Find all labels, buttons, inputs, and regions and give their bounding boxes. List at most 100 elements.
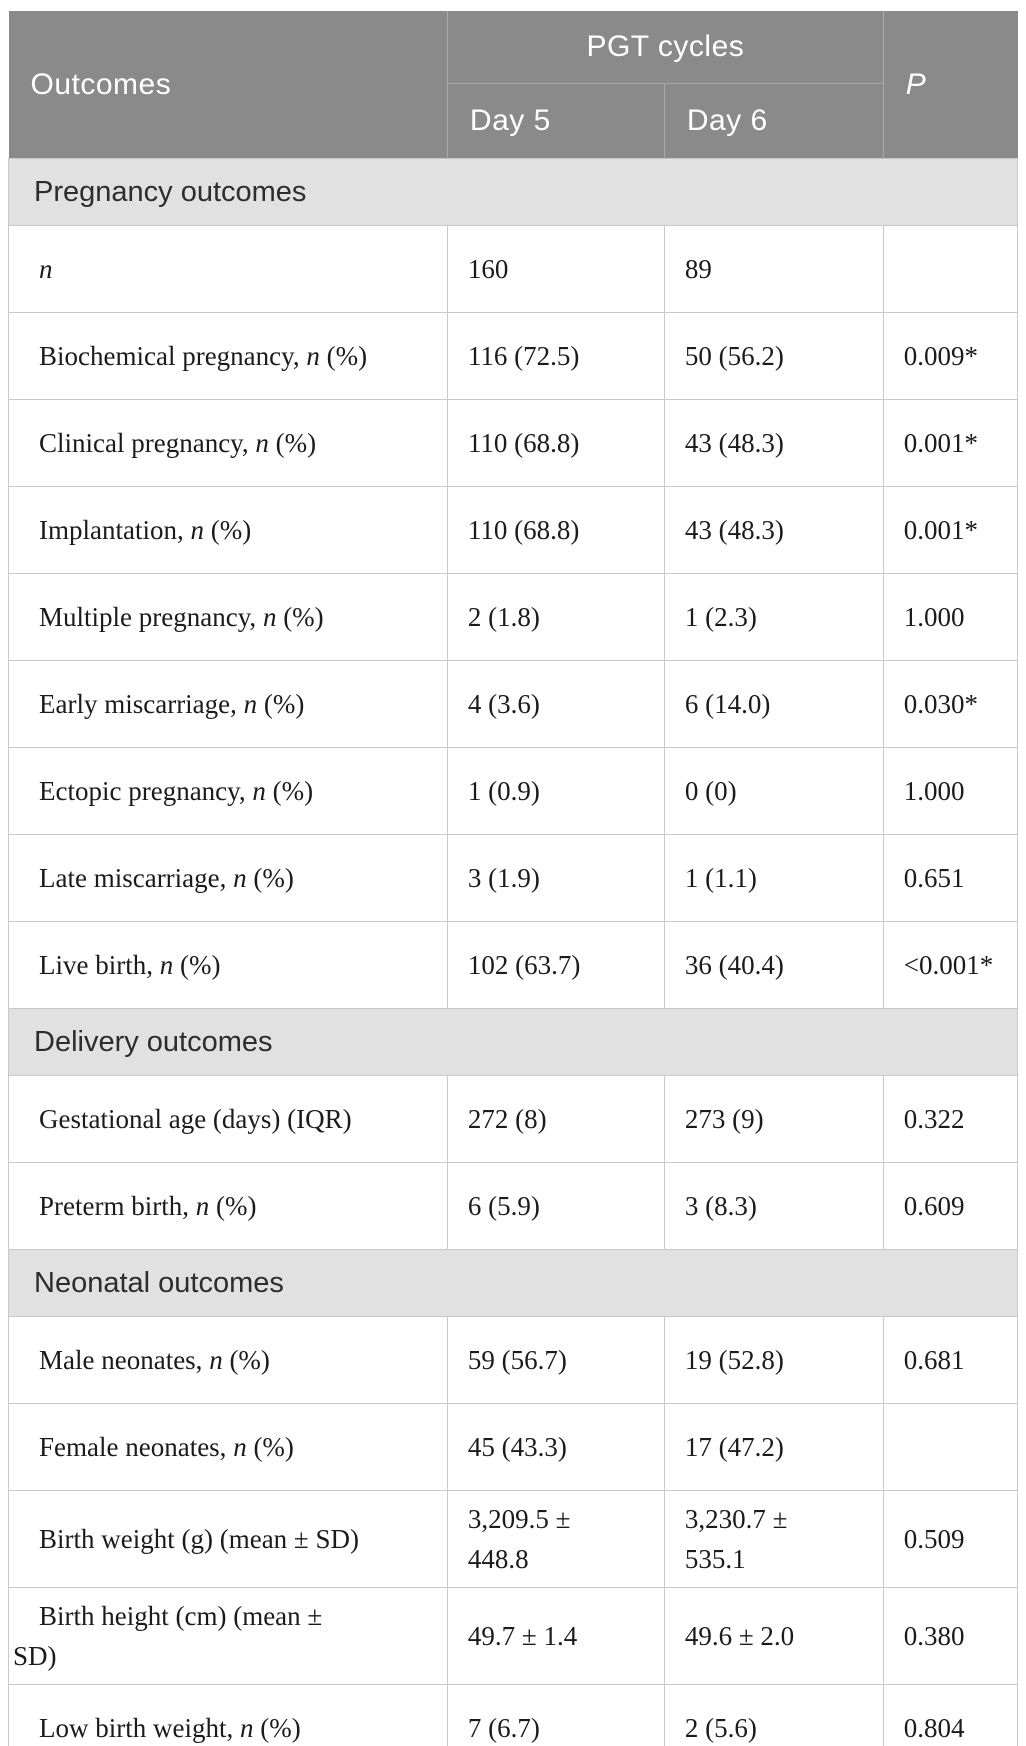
day6-value: 273 (9) xyxy=(663,1075,884,1163)
table-body: Pregnancy outcomes n 160 89 Biochemical preg… xyxy=(8,158,1019,1746)
section-row: Delivery outcomes xyxy=(8,1008,1018,1076)
table-header: Outcomes PGT cycles P Day 5 Day 6 xyxy=(8,11,1018,159)
day6-value: 43 (48.3) xyxy=(663,486,884,574)
row-label: Clinical pregnancy, n (%) xyxy=(8,399,448,487)
text: (%) xyxy=(246,863,294,893)
italic-text: n xyxy=(190,515,204,545)
text: Birth height (cm) (mean ± SD) xyxy=(13,1601,323,1671)
p-value: 0.804 xyxy=(882,1684,1019,1746)
p-value: 0.001* xyxy=(882,399,1019,487)
text: (%) xyxy=(246,1432,294,1462)
p-value: 0.001* xyxy=(882,486,1019,574)
p-value: 0.009* xyxy=(882,312,1019,400)
day5-value: 59 (56.7) xyxy=(446,1316,665,1404)
header-p: P xyxy=(882,11,1018,159)
text: (%) xyxy=(209,1191,257,1221)
table-row: Early miscarriage, n (%) 4 (3.6) 6 (14.0) 0… xyxy=(8,660,1019,748)
day5-value: 110 (68.8) xyxy=(446,399,665,487)
text: (%) xyxy=(276,602,324,632)
section-row: Pregnancy outcomes xyxy=(8,158,1018,226)
day5-value: 2 (1.8) xyxy=(446,573,665,661)
day6-value: 43 (48.3) xyxy=(663,399,884,487)
text: Biochemical pregnancy, xyxy=(39,341,307,371)
p-value: 0.651 xyxy=(882,834,1019,922)
text: Female neonates, xyxy=(39,1432,234,1462)
day5-value: 110 (68.8) xyxy=(446,486,665,574)
italic-text: n xyxy=(252,776,266,806)
p-value: 0.681 xyxy=(882,1316,1019,1404)
day5-value: 102 (63.7) xyxy=(446,921,665,1009)
day6-value: 50 (56.2) xyxy=(663,312,884,400)
text: (%) xyxy=(173,950,221,980)
text: Multiple pregnancy, xyxy=(39,602,263,632)
p-value: 0.322 xyxy=(882,1075,1019,1163)
row-label: Low birth weight, n (%) xyxy=(8,1684,448,1746)
row-label: Live birth, n (%) xyxy=(8,921,448,1009)
p-value: 1.000 xyxy=(882,573,1019,661)
day6-value: 6 (14.0) xyxy=(663,660,884,748)
day5-value: 7 (6.7) xyxy=(446,1684,665,1746)
table-row: Preterm birth, n (%) 6 (5.9) 3 (8.3) 0.609 xyxy=(8,1162,1019,1250)
p-value: 1.000 xyxy=(882,747,1019,835)
text: Early miscarriage, xyxy=(39,689,244,719)
table-row: Live birth, n (%) 102 (63.7) 36 (40.4) <0.0… xyxy=(8,921,1019,1009)
italic-text: n xyxy=(262,602,277,632)
day5-value: 45 (43.3) xyxy=(446,1403,665,1491)
row-label: Birth height (cm) (mean ± SD) xyxy=(8,1587,448,1685)
text: Gestational age (days) (IQR) xyxy=(39,1104,352,1134)
day6-value: 36 (40.4) xyxy=(663,921,884,1009)
row-label: Birth weight (g) (mean ± SD) xyxy=(8,1490,448,1588)
text: (%) xyxy=(203,515,252,545)
table-row: Low birth weight, n (%) 7 (6.7) 2 (5.6) 0.8… xyxy=(8,1684,1019,1746)
section-header: Delivery outcomes xyxy=(8,1008,1018,1076)
p-value: <0.001* xyxy=(882,921,1019,1009)
table-row: Ectopic pregnancy, n (%) 1 (0.9) 0 (0) 1.00… xyxy=(8,747,1019,835)
text: Low birth weight, xyxy=(39,1713,240,1743)
outcomes-table: Outcomes PGT cycles P Day 5 Day 6 Pregna… xyxy=(8,11,1019,1746)
italic-text: n xyxy=(209,1345,223,1375)
day5-value: 160 xyxy=(446,225,665,313)
day6-value: 0 (0) xyxy=(663,747,884,835)
section-header: Neonatal outcomes xyxy=(8,1249,1018,1317)
table-row: Female neonates, n (%) 45 (43.3) 17 (47.2) xyxy=(8,1403,1019,1491)
section-row: Neonatal outcomes xyxy=(8,1249,1018,1317)
day5-value: 3 (1.9) xyxy=(446,834,665,922)
section-header: Pregnancy outcomes xyxy=(8,158,1018,226)
day6-value: 1 (1.1) xyxy=(663,834,884,922)
day5-value: 3,209.5 ± 448.8 xyxy=(446,1490,665,1588)
p-value: 0.380 xyxy=(882,1587,1019,1685)
table-row: Late miscarriage, n (%) 3 (1.9) 1 (1.1) 0.6… xyxy=(8,834,1019,922)
row-label: Preterm birth, n (%) xyxy=(8,1162,448,1250)
table-row: Birth weight (g) (mean ± SD) 3,209.5 ± 44… xyxy=(8,1490,1019,1588)
row-label: Late miscarriage, n (%) xyxy=(8,834,448,922)
text: Late miscarriage, xyxy=(39,863,234,893)
day5-value: 49.7 ± 1.4 xyxy=(446,1587,665,1685)
p-value xyxy=(882,1403,1019,1491)
italic-text: n xyxy=(306,341,320,371)
day6-value: 1 (2.3) xyxy=(663,573,884,661)
text: Implantation, xyxy=(39,515,191,545)
header-day6: Day 6 xyxy=(663,83,884,159)
text: Ectopic pregnancy, xyxy=(39,776,253,806)
header-day5: Day 5 xyxy=(446,83,665,159)
day6-value: 3 (8.3) xyxy=(663,1162,884,1250)
row-label: n xyxy=(8,225,448,313)
italic-text: n xyxy=(233,1432,247,1462)
table-row: Birth height (cm) (mean ± SD) 49.7 ± 1.4 4… xyxy=(8,1587,1019,1685)
row-label: Implantation, n (%) xyxy=(8,486,448,574)
italic-text: n xyxy=(39,254,53,284)
p-value: 0.509 xyxy=(882,1490,1019,1588)
italic-text: n xyxy=(159,950,174,980)
day6-value: 89 xyxy=(663,225,884,313)
text: (%) xyxy=(257,689,305,719)
day6-value: 17 (47.2) xyxy=(663,1403,884,1491)
header-outcomes: Outcomes xyxy=(8,11,448,159)
italic-text: n xyxy=(255,428,269,458)
p-value: 0.030* xyxy=(882,660,1019,748)
text: Male neonates, xyxy=(39,1345,210,1375)
header-pgt-cycles: PGT cycles xyxy=(446,11,884,84)
day5-value: 1 (0.9) xyxy=(446,747,665,835)
row-label: Ectopic pregnancy, n (%) xyxy=(8,747,448,835)
day5-value: 272 (8) xyxy=(446,1075,665,1163)
